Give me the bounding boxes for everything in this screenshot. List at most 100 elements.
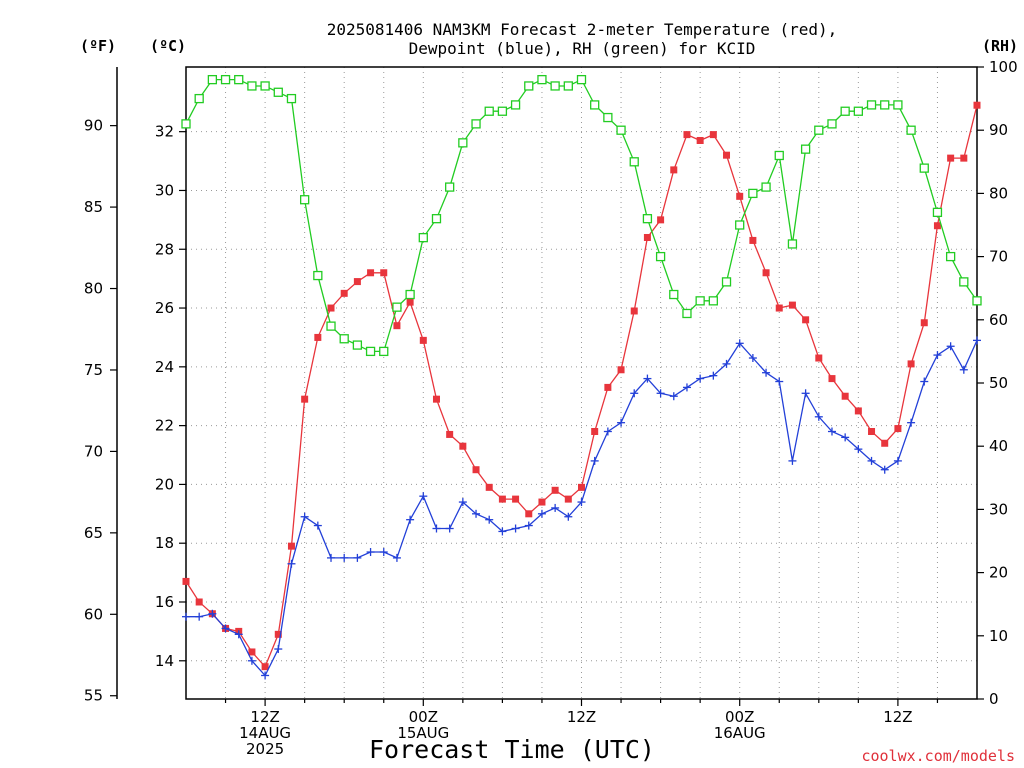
temperature-point [432, 395, 440, 403]
celsius-tick-label: 14 [155, 652, 174, 670]
fahrenheit-tick-label: 70 [84, 442, 103, 460]
dewpoint-point [182, 612, 190, 621]
temperature-point [459, 442, 467, 450]
rh-point [655, 251, 666, 262]
rh-point [682, 308, 692, 319]
series-layer [181, 74, 982, 680]
temperature-point [314, 333, 322, 341]
temperature-point [512, 495, 520, 503]
dewpoint-point [854, 445, 863, 454]
rh-point [220, 74, 231, 85]
rh-tick-label: 100 [989, 58, 1018, 76]
dewpoint-point [564, 512, 573, 521]
rh-point [510, 100, 521, 110]
dewpoint-point [603, 427, 612, 436]
temperature-point [802, 316, 810, 324]
dewpoint-point [287, 559, 296, 568]
time-tick-label: 00Z [725, 708, 754, 726]
rh-point [234, 74, 244, 85]
temperature-point [854, 407, 862, 415]
temperature-point [841, 392, 849, 400]
rh-point [563, 81, 573, 91]
dewpoint-point [959, 365, 968, 374]
rh-tick-label: 40 [989, 437, 1008, 455]
temperature-point [393, 322, 401, 330]
rh-point [880, 100, 890, 110]
dewpoint-point [208, 609, 217, 618]
temperature-point [301, 395, 309, 403]
celsius-tick-label: 20 [155, 475, 174, 493]
temperature-point [274, 630, 282, 638]
rh-point [590, 100, 600, 110]
fahrenheit-tick-label: 75 [84, 361, 103, 379]
dewpoint-point [577, 498, 586, 507]
rh-point [603, 112, 613, 123]
time-tick-label: 12Z [567, 708, 596, 726]
rh-tick-label: 80 [989, 184, 1008, 202]
time-tick-label: 2025 [246, 740, 284, 758]
rh-point [247, 81, 257, 91]
credit-label: coolwx.com/models [861, 747, 1015, 765]
rh-point [273, 87, 283, 97]
dewpoint-point [458, 498, 467, 507]
dewpoint-point [814, 412, 823, 421]
dewpoint-point [590, 456, 599, 465]
rh-point [405, 289, 415, 300]
dewpoint-point [656, 389, 665, 398]
dewpoint-point [485, 515, 494, 524]
temperature-point [617, 366, 625, 374]
rh-point [695, 296, 705, 306]
rh-point [761, 182, 771, 192]
temperature-point [815, 354, 823, 362]
rh-point [932, 207, 943, 218]
temperature-point [933, 222, 941, 230]
rh-tick-label: 60 [989, 311, 1008, 329]
temperature-point [591, 428, 599, 436]
dewpoint-point [366, 548, 375, 557]
dewpoint-point [511, 524, 520, 533]
rh-tick-label: 30 [989, 500, 1008, 518]
rh-point [181, 119, 191, 129]
fahrenheit-tick-label: 90 [84, 117, 103, 135]
axes [116, 66, 978, 700]
temperature-point [657, 216, 665, 224]
rh-point [207, 74, 218, 85]
celsius-tick-label: 22 [155, 417, 174, 435]
rh-point [497, 106, 508, 116]
temperature-point [340, 289, 348, 297]
rh-point [866, 100, 877, 110]
temperature-point [485, 483, 493, 491]
rh-point [550, 81, 560, 91]
rh-point [431, 214, 442, 224]
temperature-point [261, 663, 269, 671]
temperature-point [419, 336, 427, 344]
temperature-point [960, 154, 968, 162]
celsius-tick-label: 18 [155, 534, 174, 552]
rh-point [629, 157, 639, 167]
celsius-tick-label: 28 [155, 240, 174, 258]
time-tick-label: 16AUG [714, 724, 766, 742]
dewpoint-point [498, 527, 507, 536]
temperature-point [828, 375, 836, 383]
dewpoint-point [524, 521, 533, 530]
temperature-point [696, 136, 704, 144]
temperature-point [736, 192, 744, 200]
fahrenheit-tick-label: 65 [84, 524, 103, 542]
celsius-tick-label: 32 [155, 123, 174, 141]
temperature-point [920, 319, 928, 327]
temperature-point [762, 269, 770, 277]
temperature-point [868, 428, 876, 436]
dewpoint-point [827, 427, 836, 436]
chart-title-line1: 2025081406 NAM3KM Forecast 2-meter Tempe… [327, 20, 838, 39]
celsius-tick-label: 16 [155, 593, 174, 611]
rh-point [787, 239, 798, 249]
rh-tick-label: 0 [989, 690, 999, 708]
dewpoint-point [709, 371, 718, 380]
dewpoint-point [327, 553, 336, 562]
dewpoint-point [907, 418, 916, 427]
dewpoint-point [406, 515, 415, 524]
rh-tick-label: 20 [989, 564, 1008, 582]
dewpoint-point [353, 553, 362, 562]
